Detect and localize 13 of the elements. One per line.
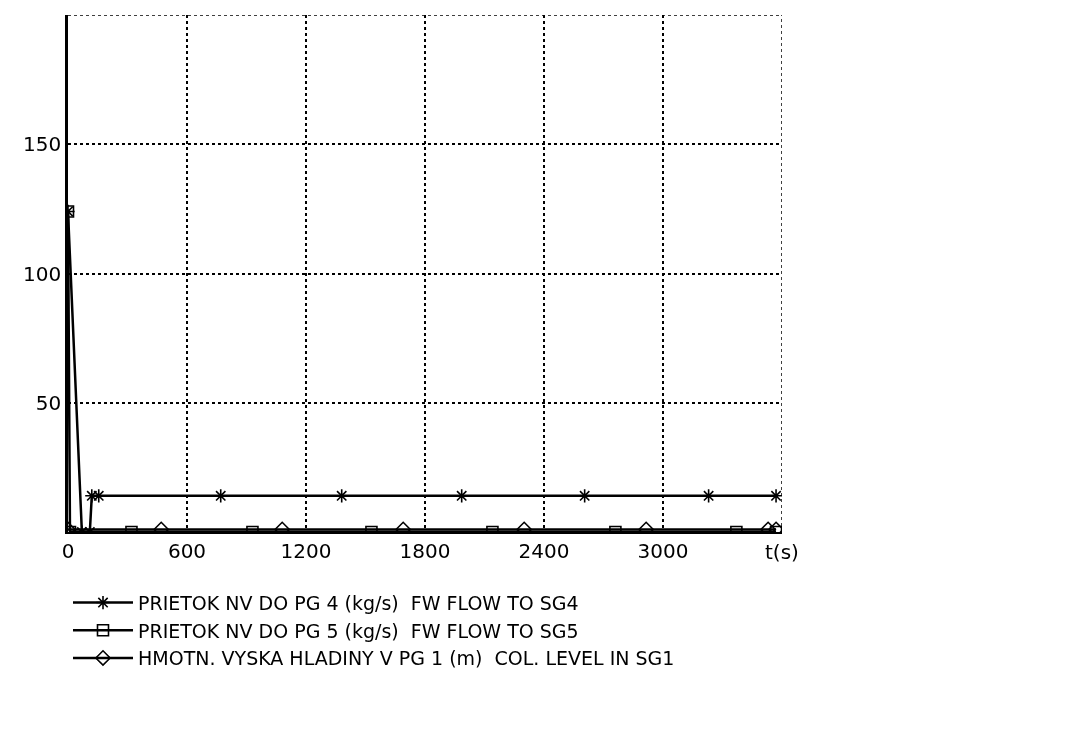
x-tick-label: 3000 bbox=[637, 539, 689, 563]
y-tick-label: 100 bbox=[23, 261, 62, 286]
x-tick-label: 600 bbox=[167, 539, 207, 563]
x-tick-label: 1200 bbox=[280, 539, 332, 563]
x-axis-title: t(s) bbox=[765, 540, 799, 564]
legend-label: PRIETOK NV DO PG 4 (kg/s) FW FLOW TO SG4 bbox=[138, 591, 579, 614]
y-tick-label: 150 bbox=[23, 132, 62, 157]
x-tick-label: 2400 bbox=[518, 539, 570, 563]
legend-label: HMOTN. VYSKA HLADINY V PG 1 (m) COL. LEVEL IN SG1 bbox=[138, 647, 675, 670]
y-tick-label: 50 bbox=[35, 390, 62, 415]
x-tick-label: 1800 bbox=[399, 539, 451, 563]
x-tick-label: 0 bbox=[61, 539, 75, 563]
legend-label: PRIETOK NV DO PG 5 (kg/s) FW FLOW TO SG5 bbox=[138, 619, 579, 642]
